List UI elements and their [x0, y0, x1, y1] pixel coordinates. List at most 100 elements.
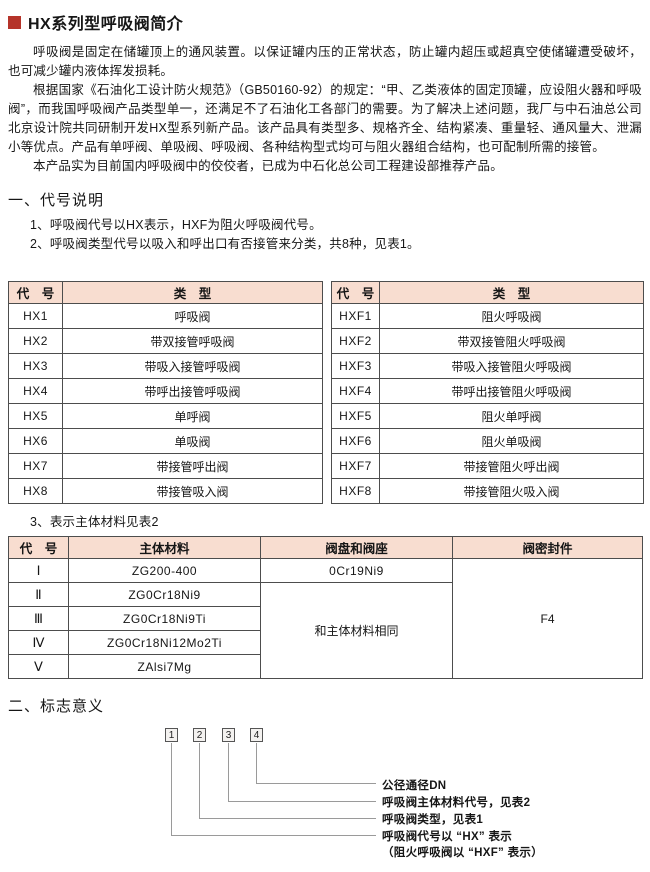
- table-cell: 阻火呼吸阀: [379, 303, 644, 329]
- code-note-3: 3、表示主体材料见表2: [30, 515, 159, 529]
- marking-diagram: 1 2 3 4 公径通径DN 呼吸阀主体材料代号，见表2 呼吸阀类型，见表1 呼…: [8, 722, 642, 872]
- table-row: HX7 带接管呼出阀: [8, 453, 323, 479]
- table-cell: HX6: [8, 428, 63, 454]
- table-cell: F4: [452, 558, 643, 679]
- table-row: HXF7 带接管阻火呼出阀: [331, 453, 644, 479]
- table-cell: ZAlsi7Mg: [68, 654, 261, 679]
- marking-box-1: 1: [165, 728, 178, 742]
- valve-type-table-left: 代 号 类 型 HX1 呼吸阀 HX2 带双接管呼吸阀 HX3 带吸入接管呼吸阀 HX…: [8, 281, 323, 504]
- table-cell: HXF1: [331, 303, 380, 329]
- table-cell: ZG200-400: [68, 558, 261, 583]
- marking-box-3: 3: [222, 728, 235, 742]
- table-cell: 带双接管呼吸阀: [62, 328, 323, 354]
- connector-line-1: [171, 743, 376, 836]
- table-cell: 阻火单呼阀: [379, 403, 644, 429]
- table-cell: ZG0Cr18Ni9: [68, 582, 261, 607]
- section-1-heading: 一、代号说明: [8, 192, 105, 209]
- table-cell: 带呼出接管阻火呼吸阀: [379, 378, 644, 404]
- table-header-cell: 类 型: [379, 281, 644, 304]
- table-header-cell: 代 号: [8, 536, 69, 559]
- table-row: HXF8 带接管阻火吸入阀: [331, 478, 644, 504]
- valve-type-table: 代 号 类 型 HX1 呼吸阀 HX2 带双接管呼吸阀 HX3 带吸入接管呼吸阀 HX…: [8, 281, 644, 504]
- table-row: HXF1 阻火呼吸阀: [331, 303, 644, 329]
- table-row: HXF5 阻火单呼阀: [331, 403, 644, 429]
- marking-label-type: 呼吸阀类型，见表1: [382, 814, 484, 826]
- table-row: HX1 呼吸阀: [8, 303, 323, 329]
- table-cell: HXF2: [331, 328, 380, 354]
- table-cell: ZG0Cr18Ni9Ti: [68, 606, 261, 631]
- table-cell: HX8: [8, 478, 63, 504]
- table-row: HXF6 阻火单吸阀: [331, 428, 644, 454]
- valve-type-table-right: 代 号 类 型 HXF1 阻火呼吸阀 HXF2 带双接管阻火呼吸阀 HXF3 带吸入接…: [331, 281, 644, 504]
- table-cell: Ⅲ: [8, 606, 69, 631]
- table-header-cell: 代 号: [331, 281, 380, 304]
- table-cell: Ⅰ: [8, 558, 69, 583]
- table-row: Ⅰ ZG200-400 0Cr19Ni9 F4: [8, 558, 643, 679]
- table-row: HX6 单吸阀: [8, 428, 323, 454]
- connector-line-3: [228, 743, 376, 802]
- table-cell: 呼吸阀: [62, 303, 323, 329]
- table-cell: 带接管呼出阀: [62, 453, 323, 479]
- marking-box-4: 4: [250, 728, 263, 742]
- table-cell: 带接管吸入阀: [62, 478, 323, 504]
- table-header-cell: 代 号: [8, 281, 63, 304]
- table-cell: HX7: [8, 453, 63, 479]
- table-cell: Ⅴ: [8, 654, 69, 679]
- table-cell: 带双接管阻火呼吸阀: [379, 328, 644, 354]
- table-cell: 带吸入接管呼吸阀: [62, 353, 323, 379]
- code-note-1: 1、呼吸阀代号以HX表示，HXF为阻火呼吸阀代号。: [30, 218, 322, 232]
- table-cell: 单吸阀: [62, 428, 323, 454]
- marking-label-dn: 公径通径DN: [382, 780, 447, 792]
- table-cell: HX4: [8, 378, 63, 404]
- table-row: Ⅱ ZG0Cr18Ni9 和主体材料相同: [8, 582, 643, 679]
- table-row: HX4 带呼出接管呼吸阀: [8, 378, 323, 404]
- table-cell: HX3: [8, 353, 63, 379]
- table-row: HX8 带接管吸入阀: [8, 478, 323, 504]
- table-header-cell: 阀密封件: [452, 536, 643, 559]
- marking-label-code-2: （阻火呼吸阀以 “HXF” 表示）: [382, 847, 543, 859]
- table-row: HX5 单呼阀: [8, 403, 323, 429]
- table-cell: HX1: [8, 303, 63, 329]
- table-row: HXF4 带呼出接管阻火呼吸阀: [331, 378, 644, 404]
- intro-section: 呼吸阀是固定在储罐顶上的通风装置。以保证罐内压的正常状态，防止罐内超压或超真空使…: [8, 43, 642, 176]
- table-header-cell: 类 型: [62, 281, 323, 304]
- table-row: Ⅴ ZAlsi7Mg: [8, 654, 643, 679]
- table-cell: 带吸入接管阻火呼吸阀: [379, 353, 644, 379]
- intro-paragraph-3: 本产品实为目前国内呼吸阀中的佼佼者，已成为中石化总公司工程建设部推荐产品。: [33, 159, 503, 173]
- connector-line-2: [199, 743, 376, 819]
- intro-paragraph-2: 根据国家《石油化工设计防火规范》（GB50160-92）的规定：“甲、乙类液体的…: [8, 83, 642, 154]
- page-title: HX系列型呼吸阀简介: [28, 16, 184, 33]
- material-table: 代 号 主体材料 阀盘和阀座 阀密封件 Ⅰ ZG200-400 0Cr19Ni9…: [8, 536, 643, 679]
- table-cell: 带呼出接管呼吸阀: [62, 378, 323, 404]
- table-cell: 0Cr19Ni9: [260, 558, 453, 583]
- table-row: HXF3 带吸入接管阻火呼吸阀: [331, 353, 644, 379]
- title-row: HX系列型呼吸阀简介: [8, 10, 642, 34]
- marking-label-material: 呼吸阀主体材料代号，见表2: [382, 797, 531, 809]
- table-cell: 带接管阻火吸入阀: [379, 478, 644, 504]
- marking-box-2: 2: [193, 728, 206, 742]
- table-cell: HXF4: [331, 378, 380, 404]
- intro-paragraph-1: 呼吸阀是固定在储罐顶上的通风装置。以保证罐内压的正常状态，防止罐内超压或超真空使…: [8, 45, 642, 78]
- table-cell: Ⅱ: [8, 582, 69, 607]
- table-row: HX2 带双接管呼吸阀: [8, 328, 323, 354]
- table-cell: 和主体材料相同: [260, 582, 453, 679]
- table-cell: Ⅳ: [8, 630, 69, 655]
- table-cell: HXF5: [331, 403, 380, 429]
- table-cell: 带接管阻火呼出阀: [379, 453, 644, 479]
- red-square-bullet-icon: [8, 15, 21, 29]
- table-row: Ⅳ ZG0Cr18Ni12Mo2Ti: [8, 630, 643, 655]
- code-note-2: 2、呼吸阀类型代号以吸入和呼出口有否接管来分类，共8种，见表1。: [30, 237, 420, 251]
- table-header-cell: 主体材料: [68, 536, 261, 559]
- table-cell: 阻火单吸阀: [379, 428, 644, 454]
- table-cell: HX2: [8, 328, 63, 354]
- table-row: HX3 带吸入接管呼吸阀: [8, 353, 323, 379]
- table-header-cell: 阀盘和阀座: [260, 536, 453, 559]
- table-cell: HXF3: [331, 353, 380, 379]
- table-cell: HXF8: [331, 478, 380, 504]
- table-cell: 单呼阀: [62, 403, 323, 429]
- section-2-heading: 二、标志意义: [8, 698, 105, 715]
- table-cell: HXF7: [331, 453, 380, 479]
- table-cell: ZG0Cr18Ni12Mo2Ti: [68, 630, 261, 655]
- table-cell: HXF6: [331, 428, 380, 454]
